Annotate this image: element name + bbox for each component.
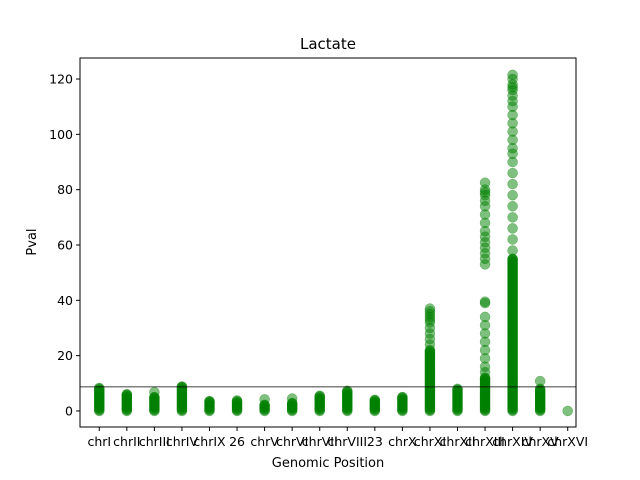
- data-point: [507, 201, 518, 212]
- plot-frame: [79, 57, 577, 428]
- data-point: [562, 405, 573, 417]
- data-point: [149, 386, 160, 398]
- x-axis-label: Genomic Position: [272, 456, 384, 471]
- data-point: [259, 394, 270, 405]
- x-tick-label: chrVII: [302, 434, 338, 449]
- data-point: [534, 375, 546, 387]
- x-tick-label: chrXVI: [547, 434, 588, 449]
- data-point: [507, 69, 518, 81]
- data-point: [507, 167, 518, 179]
- data-point: [94, 382, 105, 394]
- data-point: [121, 389, 133, 400]
- x-tick-label: chrX: [388, 434, 417, 449]
- data-point: [397, 391, 408, 403]
- y-tick-label: 80: [57, 182, 73, 197]
- data-point: [204, 396, 215, 407]
- x-tick-label: chrXV: [522, 434, 559, 449]
- chart-title: Lactate: [300, 35, 356, 53]
- data-point: [452, 383, 463, 395]
- x-tick-label: chrVIII: [328, 434, 368, 449]
- data-point: [424, 303, 436, 314]
- x-tick-label: chrXII: [440, 434, 476, 449]
- data-point: [369, 394, 381, 406]
- x-tick-label: chrIX: [193, 434, 226, 449]
- data-point: [507, 223, 518, 234]
- data-point: [479, 177, 491, 188]
- x-tick-label: chrII: [113, 434, 140, 449]
- x-tick-label: chrIII: [139, 434, 170, 449]
- data-point: [507, 178, 518, 190]
- data-point: [479, 296, 491, 307]
- data-point: [479, 311, 491, 323]
- x-tick-label: 26: [229, 434, 245, 449]
- x-tick-label: chrVI: [276, 434, 308, 449]
- data-point: [507, 212, 518, 223]
- x-tick-label: 23: [367, 434, 383, 449]
- y-tick-label: 100: [49, 127, 73, 142]
- x-tick-label: chrXIV: [492, 434, 533, 449]
- y-tick-label: 20: [57, 348, 73, 363]
- x-tick-label: chrI: [87, 434, 111, 449]
- y-tick-label: 0: [65, 403, 73, 418]
- y-axis-label: Pval: [25, 228, 40, 255]
- data-point: [286, 393, 298, 404]
- y-tick-label: 40: [57, 293, 73, 308]
- x-tick-label: chrXIII: [465, 434, 505, 449]
- y-axis: 0 20 40 60 80 100 120: [49, 72, 80, 418]
- data-point: [231, 395, 243, 406]
- data-point: [342, 385, 353, 397]
- points-layer: [94, 69, 573, 417]
- x-tick-label: chrIV: [166, 434, 199, 449]
- x-tick-label: chrV: [250, 434, 279, 449]
- x-tick-label: chrXI: [414, 434, 446, 449]
- data-point: [507, 234, 518, 245]
- y-tick-label: 60: [57, 237, 73, 252]
- y-tick-label: 120: [49, 72, 73, 87]
- data-point: [507, 245, 518, 256]
- data-point: [507, 189, 518, 201]
- data-point: [314, 390, 325, 401]
